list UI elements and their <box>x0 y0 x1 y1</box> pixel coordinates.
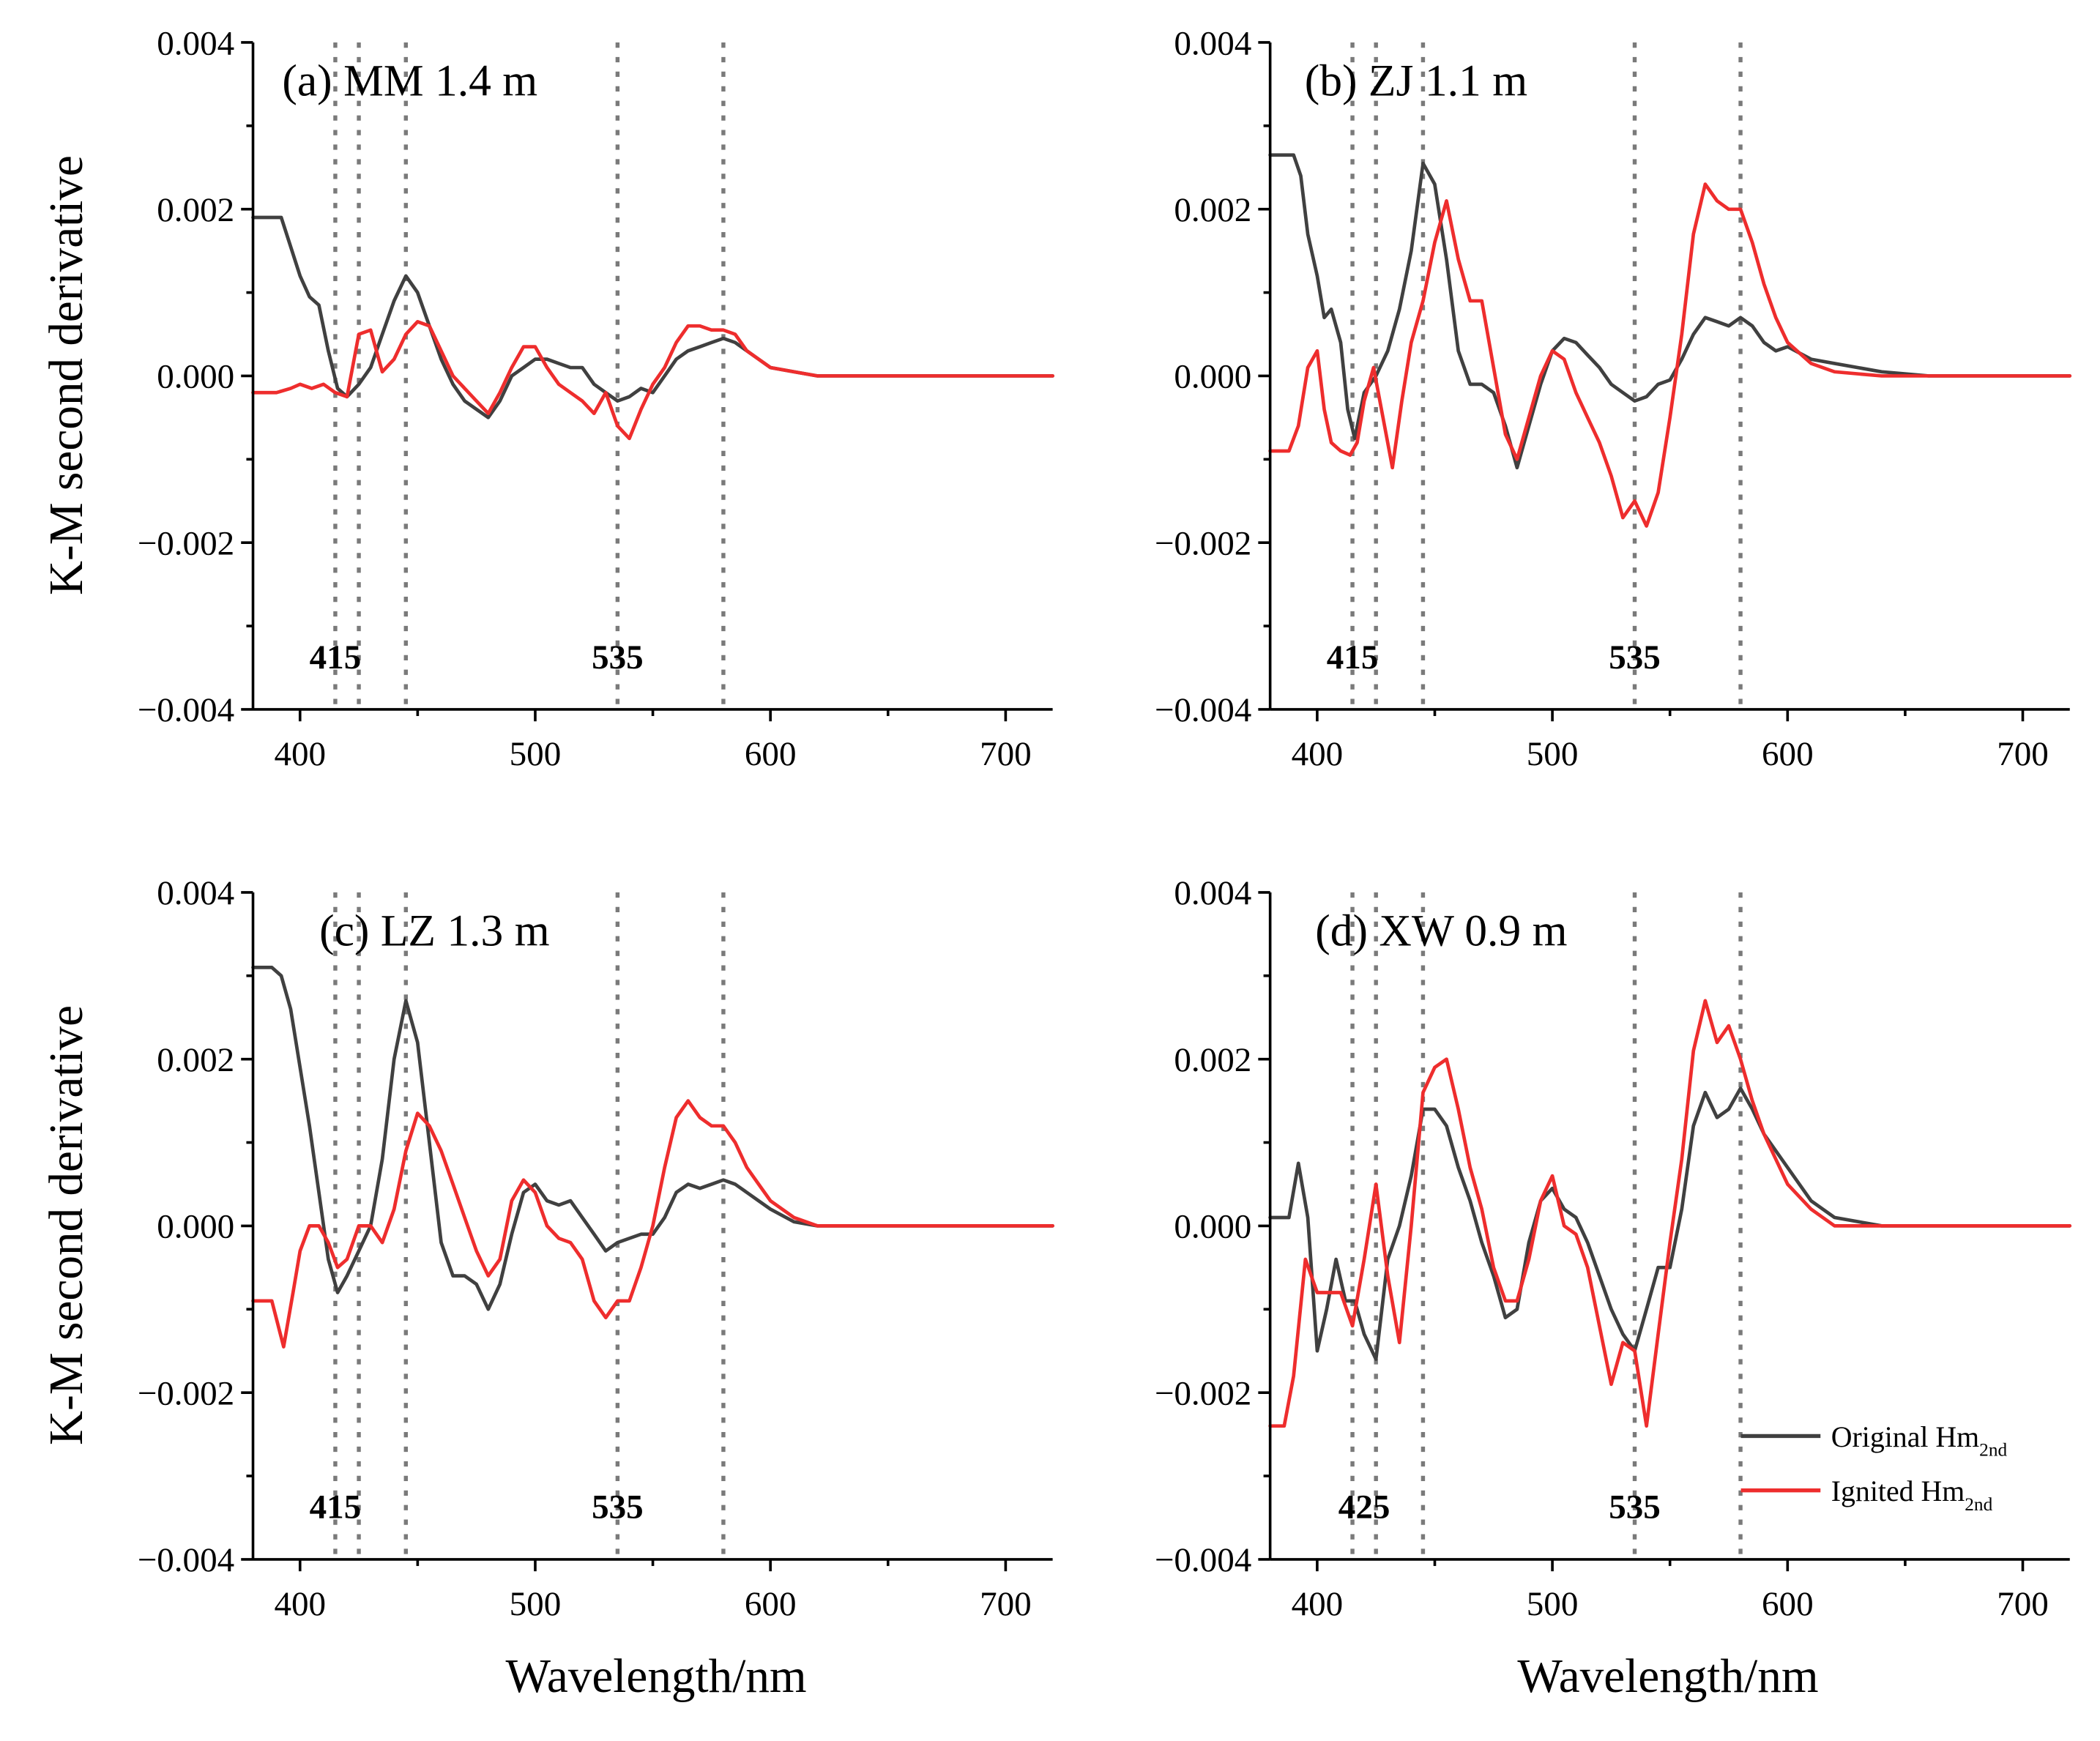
annotation-layer: 425 535 <box>1338 1488 1661 1526</box>
x-tick-label: 600 <box>1762 735 1814 773</box>
legend-label-ignited-sub: 2nd <box>1965 1494 1992 1515</box>
x-tick-label: 700 <box>1997 1585 2049 1623</box>
panel-title: (d) XW 0.9 m <box>1315 906 1567 955</box>
axes: −0.004 −0.002 0.000 0.002 0.004 400 500 600 700 <box>1155 874 2070 1623</box>
x-tick-label: 500 <box>1527 735 1579 773</box>
series-layer <box>1268 999 2072 1428</box>
reference-lines <box>333 42 726 709</box>
legend-label-original-base: Original Hm <box>1831 1420 1979 1453</box>
legend-label-original-sub: 2nd <box>1979 1440 2007 1461</box>
series-layer <box>251 215 1054 441</box>
legend-label-ignited-base: Ignited Hm <box>1831 1475 1965 1507</box>
y-tick-label: 0.004 <box>157 874 234 912</box>
ignited-series-line <box>1268 999 2072 1428</box>
y-tick-label: 0.004 <box>157 24 234 62</box>
ignited-series-line <box>1268 182 2072 528</box>
ignited-series-line <box>251 320 1054 441</box>
y-tick-label: 0.000 <box>1174 1208 1251 1246</box>
y-tick-label: 0.002 <box>157 1041 234 1079</box>
ignited-series-line <box>251 1099 1054 1349</box>
annotation-layer: 415 535 <box>1327 638 1661 676</box>
panel-title: (c) LZ 1.3 m <box>319 906 550 955</box>
series-layer <box>251 966 1054 1349</box>
y-tick-label: 0.002 <box>157 191 234 229</box>
wavelength-annotation: 415 <box>310 638 362 676</box>
y-tick-label: −0.002 <box>138 1374 234 1412</box>
x-tick-label: 400 <box>1292 735 1344 773</box>
x-tick-label: 600 <box>745 1585 797 1623</box>
reference-lines <box>1350 42 1743 709</box>
original-series-line <box>1268 153 2072 470</box>
y-tick-label: 0.000 <box>1174 358 1251 396</box>
legend: Original Hm2nd Ignited Hm2nd <box>1740 1420 2008 1515</box>
x-tick-label: 400 <box>1292 1585 1344 1623</box>
y-tick-label: 0.000 <box>157 1208 234 1246</box>
y-tick-label: −0.002 <box>138 525 234 563</box>
panel-title: (a) MM 1.4 m <box>282 56 537 105</box>
reference-lines <box>1350 892 1743 1559</box>
original-series-line <box>251 966 1054 1311</box>
x-tick-label: 400 <box>274 1585 326 1623</box>
x-tick-label: 600 <box>1762 1585 1814 1623</box>
y-tick-label: 0.002 <box>1174 1041 1251 1079</box>
y-axis-title-top: K-M second derivative <box>40 155 93 595</box>
x-tick-label: 700 <box>1997 735 2049 773</box>
x-tick-label: 700 <box>980 1585 1032 1623</box>
x-axis-title-left: Wavelength/nm <box>506 1650 807 1703</box>
y-tick-label: −0.004 <box>138 1541 234 1579</box>
series-layer <box>1268 153 2072 528</box>
wavelength-annotation: 535 <box>592 638 644 676</box>
x-axis-title-right: Wavelength/nm <box>1517 1650 1818 1703</box>
y-tick-label: 0.004 <box>1174 24 1251 62</box>
axes: −0.004 −0.002 0.000 0.002 0.004 400 500 600 700 <box>138 874 1053 1623</box>
legend-label-original: Original Hm2nd <box>1831 1420 2008 1461</box>
annotation-layer: 415 535 <box>310 1488 644 1526</box>
x-tick-label: 500 <box>1527 1585 1579 1623</box>
y-tick-label: −0.004 <box>1155 691 1251 729</box>
wavelength-annotation: 535 <box>1609 638 1661 676</box>
axes: −0.004 −0.002 0.000 0.002 0.004 400 500 600 700 <box>1155 24 2070 773</box>
x-tick-label: 500 <box>510 735 562 773</box>
x-tick-label: 400 <box>274 735 326 773</box>
axes: −0.004 −0.002 0.000 0.002 0.004 400 500 600 700 <box>138 24 1053 773</box>
y-tick-label: −0.004 <box>1155 1541 1251 1579</box>
reference-lines <box>333 892 726 1559</box>
y-axis-title-bottom: K-M second derivative <box>40 1005 93 1445</box>
wavelength-annotation: 415 <box>310 1488 362 1526</box>
original-series-line <box>1268 1086 2072 1361</box>
y-tick-label: 0.004 <box>1174 874 1251 912</box>
wavelength-annotation: 415 <box>1327 638 1379 676</box>
x-tick-label: 600 <box>745 735 797 773</box>
wavelength-annotation: 535 <box>592 1488 644 1526</box>
y-tick-label: 0.000 <box>157 358 234 396</box>
y-tick-label: 0.002 <box>1174 191 1251 229</box>
y-tick-label: −0.002 <box>1155 1374 1251 1412</box>
legend-label-ignited: Ignited Hm2nd <box>1831 1475 1993 1515</box>
wavelength-annotation: 425 <box>1338 1488 1390 1526</box>
x-tick-label: 700 <box>980 735 1032 773</box>
panel-title: (b) ZJ 1.1 m <box>1305 56 1527 105</box>
x-tick-label: 500 <box>510 1585 562 1623</box>
y-tick-label: −0.002 <box>1155 525 1251 563</box>
y-tick-label: −0.004 <box>138 691 234 729</box>
wavelength-annotation: 535 <box>1609 1488 1661 1526</box>
annotation-layer: 415 535 <box>310 638 644 676</box>
